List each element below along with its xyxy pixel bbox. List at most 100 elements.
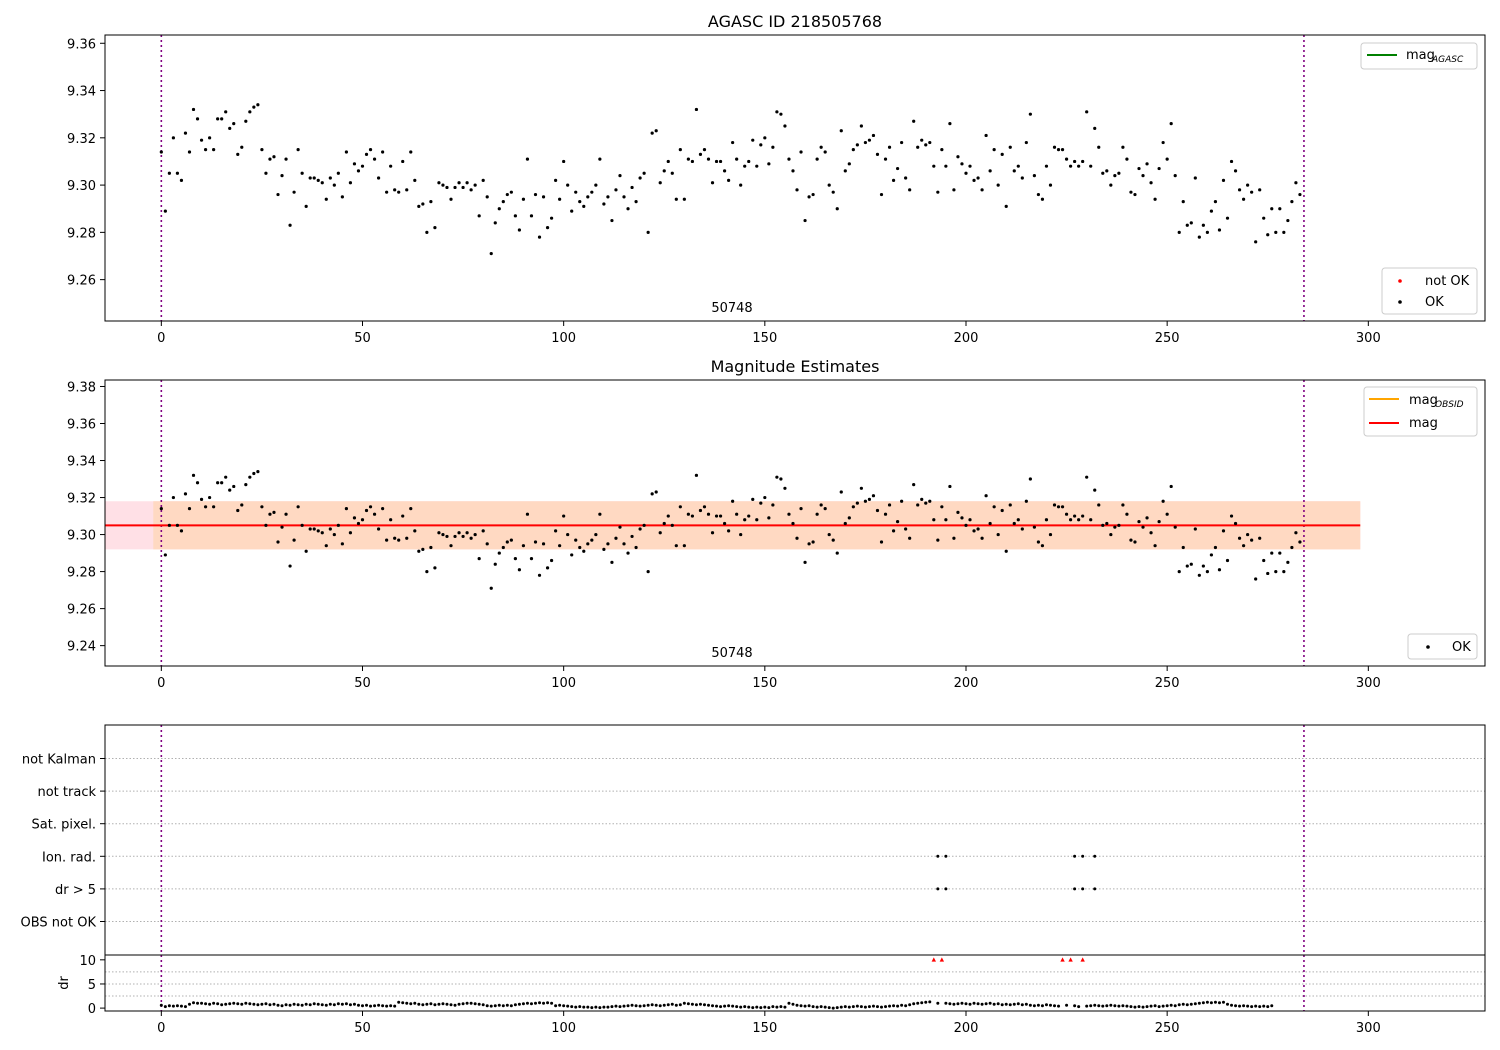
agasc-data-point — [525, 157, 530, 161]
dr-data-point — [755, 1005, 759, 1009]
dr-data-point — [827, 1006, 831, 1010]
agasc-data-point — [220, 117, 224, 121]
x-tick-label: 250 — [1155, 1021, 1180, 1036]
estimates-data-point — [586, 542, 590, 546]
dr-data-point — [397, 1000, 401, 1004]
dr-data-point — [960, 1001, 964, 1005]
estimates-data-point — [767, 516, 771, 520]
agasc-data-point — [445, 185, 449, 190]
estimates-data-point — [727, 529, 731, 533]
estimates-legend-obsid-label: mag — [1409, 393, 1438, 408]
flag-category-label: not track — [37, 785, 96, 800]
agasc-data-point — [296, 148, 300, 152]
agasc-data-point — [272, 155, 276, 159]
agasc-data-point — [1153, 197, 1157, 201]
estimates-data-point — [731, 499, 735, 503]
estimates-legend-ok-marker — [1426, 645, 1430, 649]
agasc-data-point — [1032, 174, 1036, 178]
agasc-data-point — [1113, 174, 1117, 178]
estimates-data-point — [682, 544, 686, 548]
agasc-data-point — [638, 176, 642, 180]
dr-data-point — [598, 1006, 602, 1010]
agasc-data-point — [453, 185, 457, 190]
estimates-data-point — [320, 531, 324, 535]
dr-data-point — [739, 1005, 743, 1009]
estimates-data-point — [598, 512, 602, 516]
agasc-data-point — [964, 171, 968, 175]
agasc-data-point — [739, 183, 743, 187]
agasc-data-point — [735, 157, 739, 161]
dr-data-point — [389, 1004, 393, 1008]
dr-data-point — [606, 1005, 610, 1009]
agasc-data-point — [336, 171, 340, 175]
estimates-data-point — [1004, 549, 1008, 553]
dr-data-point — [1065, 1003, 1069, 1007]
dr-data-point — [767, 1006, 771, 1010]
estimates-data-point — [706, 512, 711, 516]
estimates-data-point — [956, 510, 960, 514]
estimates-data-point — [710, 531, 715, 535]
estimates-data-point — [948, 484, 952, 489]
agasc-data-point — [1161, 140, 1165, 145]
agasc-data-point — [405, 188, 409, 192]
estimates-data-point — [175, 523, 180, 527]
estimates-data-point — [562, 514, 566, 518]
agasc-data-point — [533, 192, 538, 197]
agasc-data-point — [385, 190, 389, 194]
agasc-data-point — [690, 159, 695, 164]
agasc-data-point — [425, 230, 429, 234]
dr-data-point — [304, 1002, 308, 1006]
agasc-data-point — [477, 214, 481, 218]
estimates-data-point — [525, 512, 530, 516]
dr-data-point — [328, 1002, 332, 1006]
estimates-data-point — [936, 538, 940, 542]
estimates-data-point — [260, 505, 264, 509]
agasc-data-point — [360, 164, 365, 168]
dr-data-point — [405, 1001, 409, 1005]
estimates-data-point — [1097, 503, 1101, 507]
dr-data-point — [163, 1005, 167, 1009]
agasc-data-point — [670, 171, 674, 175]
agasc-data-point — [199, 138, 204, 142]
agasc-data-point — [501, 200, 505, 204]
dr-data-point — [835, 1006, 839, 1010]
estimates-data-point — [1237, 536, 1242, 540]
dr-data-point — [284, 1003, 288, 1007]
dr-panel: 0 50 100 150 200 250 300 0 5 10 dr — [57, 954, 1486, 1036]
estimates-data-point — [413, 529, 417, 533]
estimates-data-point — [276, 540, 280, 544]
agasc-data-point — [1064, 157, 1069, 161]
estimates-data-point — [268, 512, 272, 516]
estimates-data-point — [296, 505, 300, 509]
agasc-data-point — [1133, 192, 1137, 197]
dr-notok-marker — [1068, 957, 1073, 962]
estimates-data-point — [1294, 531, 1298, 535]
estimates-data-point — [964, 523, 968, 527]
estimates-data-point — [1193, 527, 1197, 531]
dr-data-point — [610, 1005, 614, 1009]
agasc-data-point — [1286, 218, 1290, 223]
dr-data-point — [252, 1002, 256, 1006]
estimates-data-point — [280, 525, 284, 529]
dr-data-point — [787, 1001, 791, 1005]
dr-data-point — [678, 1003, 682, 1007]
agasc-data-point — [1197, 235, 1201, 239]
agasc-data-point — [634, 200, 638, 204]
agasc-data-point — [618, 174, 622, 178]
estimates-data-point — [183, 492, 188, 496]
estimates-data-point — [433, 566, 437, 570]
flag-point — [1093, 887, 1097, 891]
estimates-data-point — [316, 529, 320, 533]
dr-data-point — [1270, 1004, 1274, 1008]
flag-point — [1093, 854, 1097, 858]
agasc-data-point — [863, 140, 868, 145]
estimates-data-point — [163, 553, 167, 557]
estimates-plot-frame — [104, 379, 1486, 667]
agasc-data-point — [1012, 169, 1016, 173]
agasc-data-point — [1290, 200, 1294, 204]
dr-data-point — [280, 1004, 284, 1008]
estimates-data-point — [1085, 475, 1089, 479]
estimates-data-point — [191, 473, 196, 477]
agasc-data-point — [389, 164, 393, 168]
